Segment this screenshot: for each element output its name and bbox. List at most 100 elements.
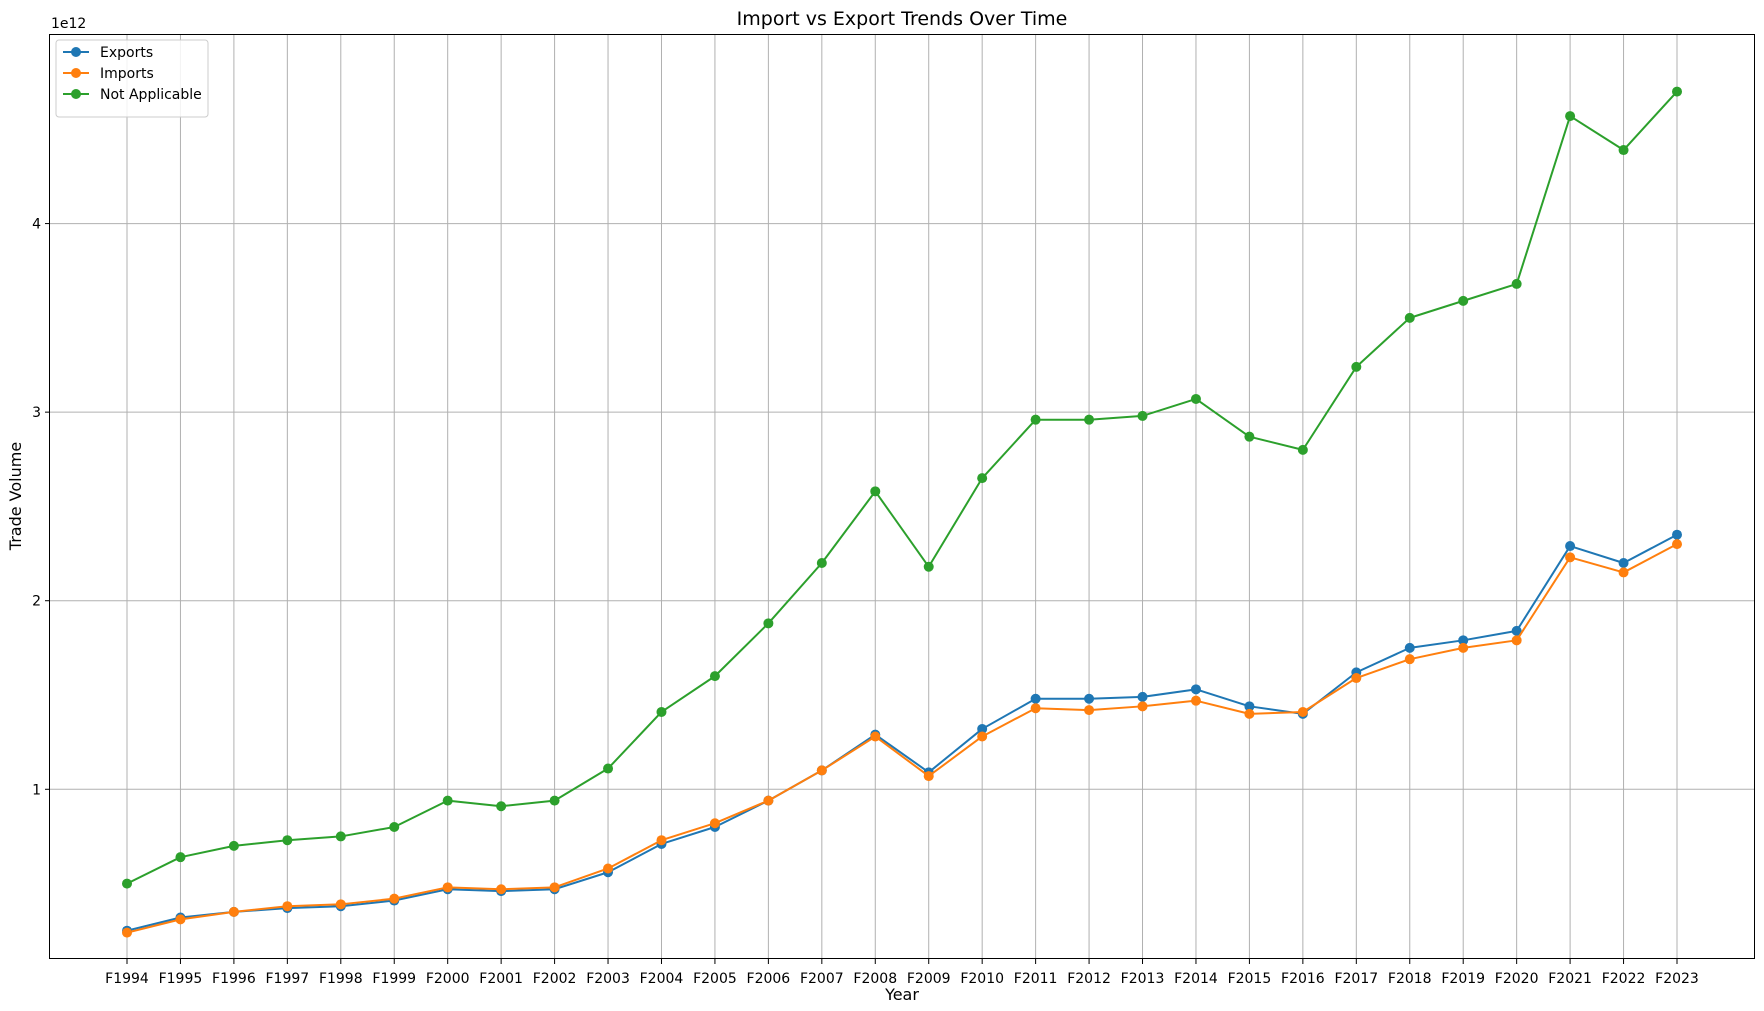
data-point-imports <box>442 882 453 893</box>
data-point-not-applicable <box>1297 444 1308 455</box>
data-point-not-applicable <box>282 835 293 846</box>
x-tick-label: F1999 <box>372 971 416 987</box>
data-point-imports <box>603 863 614 874</box>
data-point-imports <box>816 765 827 776</box>
legend: Exports Imports Not Applicable <box>55 39 209 118</box>
x-tick-label: F1997 <box>266 971 310 987</box>
x-tick-label: F2023 <box>1655 971 1699 987</box>
series-layer <box>122 86 1682 938</box>
data-point-not-applicable <box>1351 361 1362 372</box>
data-point-imports <box>870 731 881 742</box>
series-line-exports <box>126 533 1678 932</box>
y-axis-offset-label: 1e12 <box>51 16 86 32</box>
data-point-imports <box>1244 708 1255 719</box>
data-point-not-applicable <box>656 706 667 717</box>
y-tick-label: 3 <box>32 405 41 421</box>
x-tick-label: F1996 <box>212 971 256 987</box>
data-point-imports <box>389 893 400 904</box>
data-point-not-applicable <box>442 795 453 806</box>
x-tick-label: F2011 <box>1014 971 1058 987</box>
data-point-imports <box>122 927 132 938</box>
data-point-exports <box>1618 558 1629 568</box>
data-point-exports <box>1030 693 1041 704</box>
data-point-imports <box>1297 706 1308 717</box>
x-tick-label: F2016 <box>1281 971 1325 987</box>
data-point-exports <box>1404 642 1415 653</box>
data-point-exports <box>1137 691 1148 702</box>
x-tick-label: F2006 <box>747 971 791 987</box>
legend-label: Not Applicable <box>100 87 202 103</box>
data-point-not-applicable <box>122 878 132 889</box>
data-point-not-applicable <box>1618 145 1629 156</box>
data-point-imports <box>1404 654 1415 665</box>
data-point-not-applicable <box>335 831 346 842</box>
x-tick-label: F2002 <box>533 971 577 987</box>
data-point-exports <box>1511 625 1522 636</box>
data-point-not-applicable <box>1404 312 1415 323</box>
x-tick-label: F2004 <box>640 971 684 987</box>
legend-marker <box>71 68 81 78</box>
x-tick-label: F2013 <box>1121 971 1165 987</box>
x-tick-label: F2007 <box>800 971 844 987</box>
grid-lines <box>50 35 1755 959</box>
y-axis: 1 2 3 4 <box>32 217 50 798</box>
data-point-imports <box>1618 567 1629 578</box>
data-point-not-applicable <box>389 822 400 832</box>
data-point-imports <box>1351 673 1362 684</box>
x-tick-label: F2008 <box>853 971 897 987</box>
data-point-not-applicable <box>1137 410 1148 421</box>
x-tick-label: F2005 <box>693 971 737 987</box>
data-point-imports <box>656 835 667 846</box>
data-point-not-applicable <box>1190 393 1201 404</box>
data-point-not-applicable <box>175 852 186 863</box>
legend-label: Imports <box>100 66 154 82</box>
x-tick-label: F1994 <box>105 971 149 987</box>
data-point-not-applicable <box>496 801 507 812</box>
x-tick-label: F2018 <box>1388 971 1432 987</box>
x-tick-label: F2003 <box>586 971 630 987</box>
data-point-not-applicable <box>923 561 934 572</box>
data-point-imports <box>923 771 934 782</box>
data-point-imports <box>1137 701 1148 712</box>
x-tick-label: F2012 <box>1067 971 1111 987</box>
data-point-not-applicable <box>763 618 774 629</box>
data-point-not-applicable <box>816 558 827 568</box>
series-line-not-applicable <box>126 90 1678 885</box>
data-point-imports <box>763 795 774 806</box>
x-tick-label: F1998 <box>319 971 363 987</box>
data-point-imports <box>1084 705 1095 716</box>
x-axis-label: Year <box>884 985 919 1004</box>
y-axis-label: Trade Volume <box>6 442 25 551</box>
chart-title: Import vs Export Trends Over Time <box>737 8 1068 30</box>
data-point-imports <box>1458 642 1469 653</box>
data-point-not-applicable <box>709 671 720 682</box>
data-point-not-applicable <box>1458 295 1469 306</box>
data-point-not-applicable <box>603 763 614 774</box>
data-point-not-applicable <box>977 473 988 484</box>
y-tick-label: 4 <box>32 217 41 233</box>
series-line-imports <box>126 543 1678 934</box>
data-point-exports <box>1458 635 1469 646</box>
data-point-imports <box>1030 703 1041 714</box>
data-point-not-applicable <box>1511 278 1522 289</box>
x-tick-label: F2017 <box>1334 971 1378 987</box>
series-imports <box>122 539 1682 938</box>
x-tick-label: F2015 <box>1228 971 1272 987</box>
legend-box <box>55 39 209 118</box>
x-tick-label: F2022 <box>1602 971 1646 987</box>
x-tick-label: F2019 <box>1441 971 1485 987</box>
data-point-imports <box>175 914 186 925</box>
x-tick-label: F2009 <box>907 971 951 987</box>
legend-label: Exports <box>100 45 153 61</box>
data-point-exports <box>1190 684 1201 695</box>
data-point-not-applicable <box>1084 414 1095 425</box>
plot-frame <box>49 34 1755 959</box>
x-tick-label: F2000 <box>426 971 470 987</box>
data-point-exports <box>977 723 988 734</box>
data-point-exports <box>1565 541 1576 552</box>
legend-marker <box>71 47 81 57</box>
data-point-exports <box>1084 693 1095 704</box>
data-point-imports <box>1565 552 1576 563</box>
x-tick-label: F2014 <box>1174 971 1218 987</box>
